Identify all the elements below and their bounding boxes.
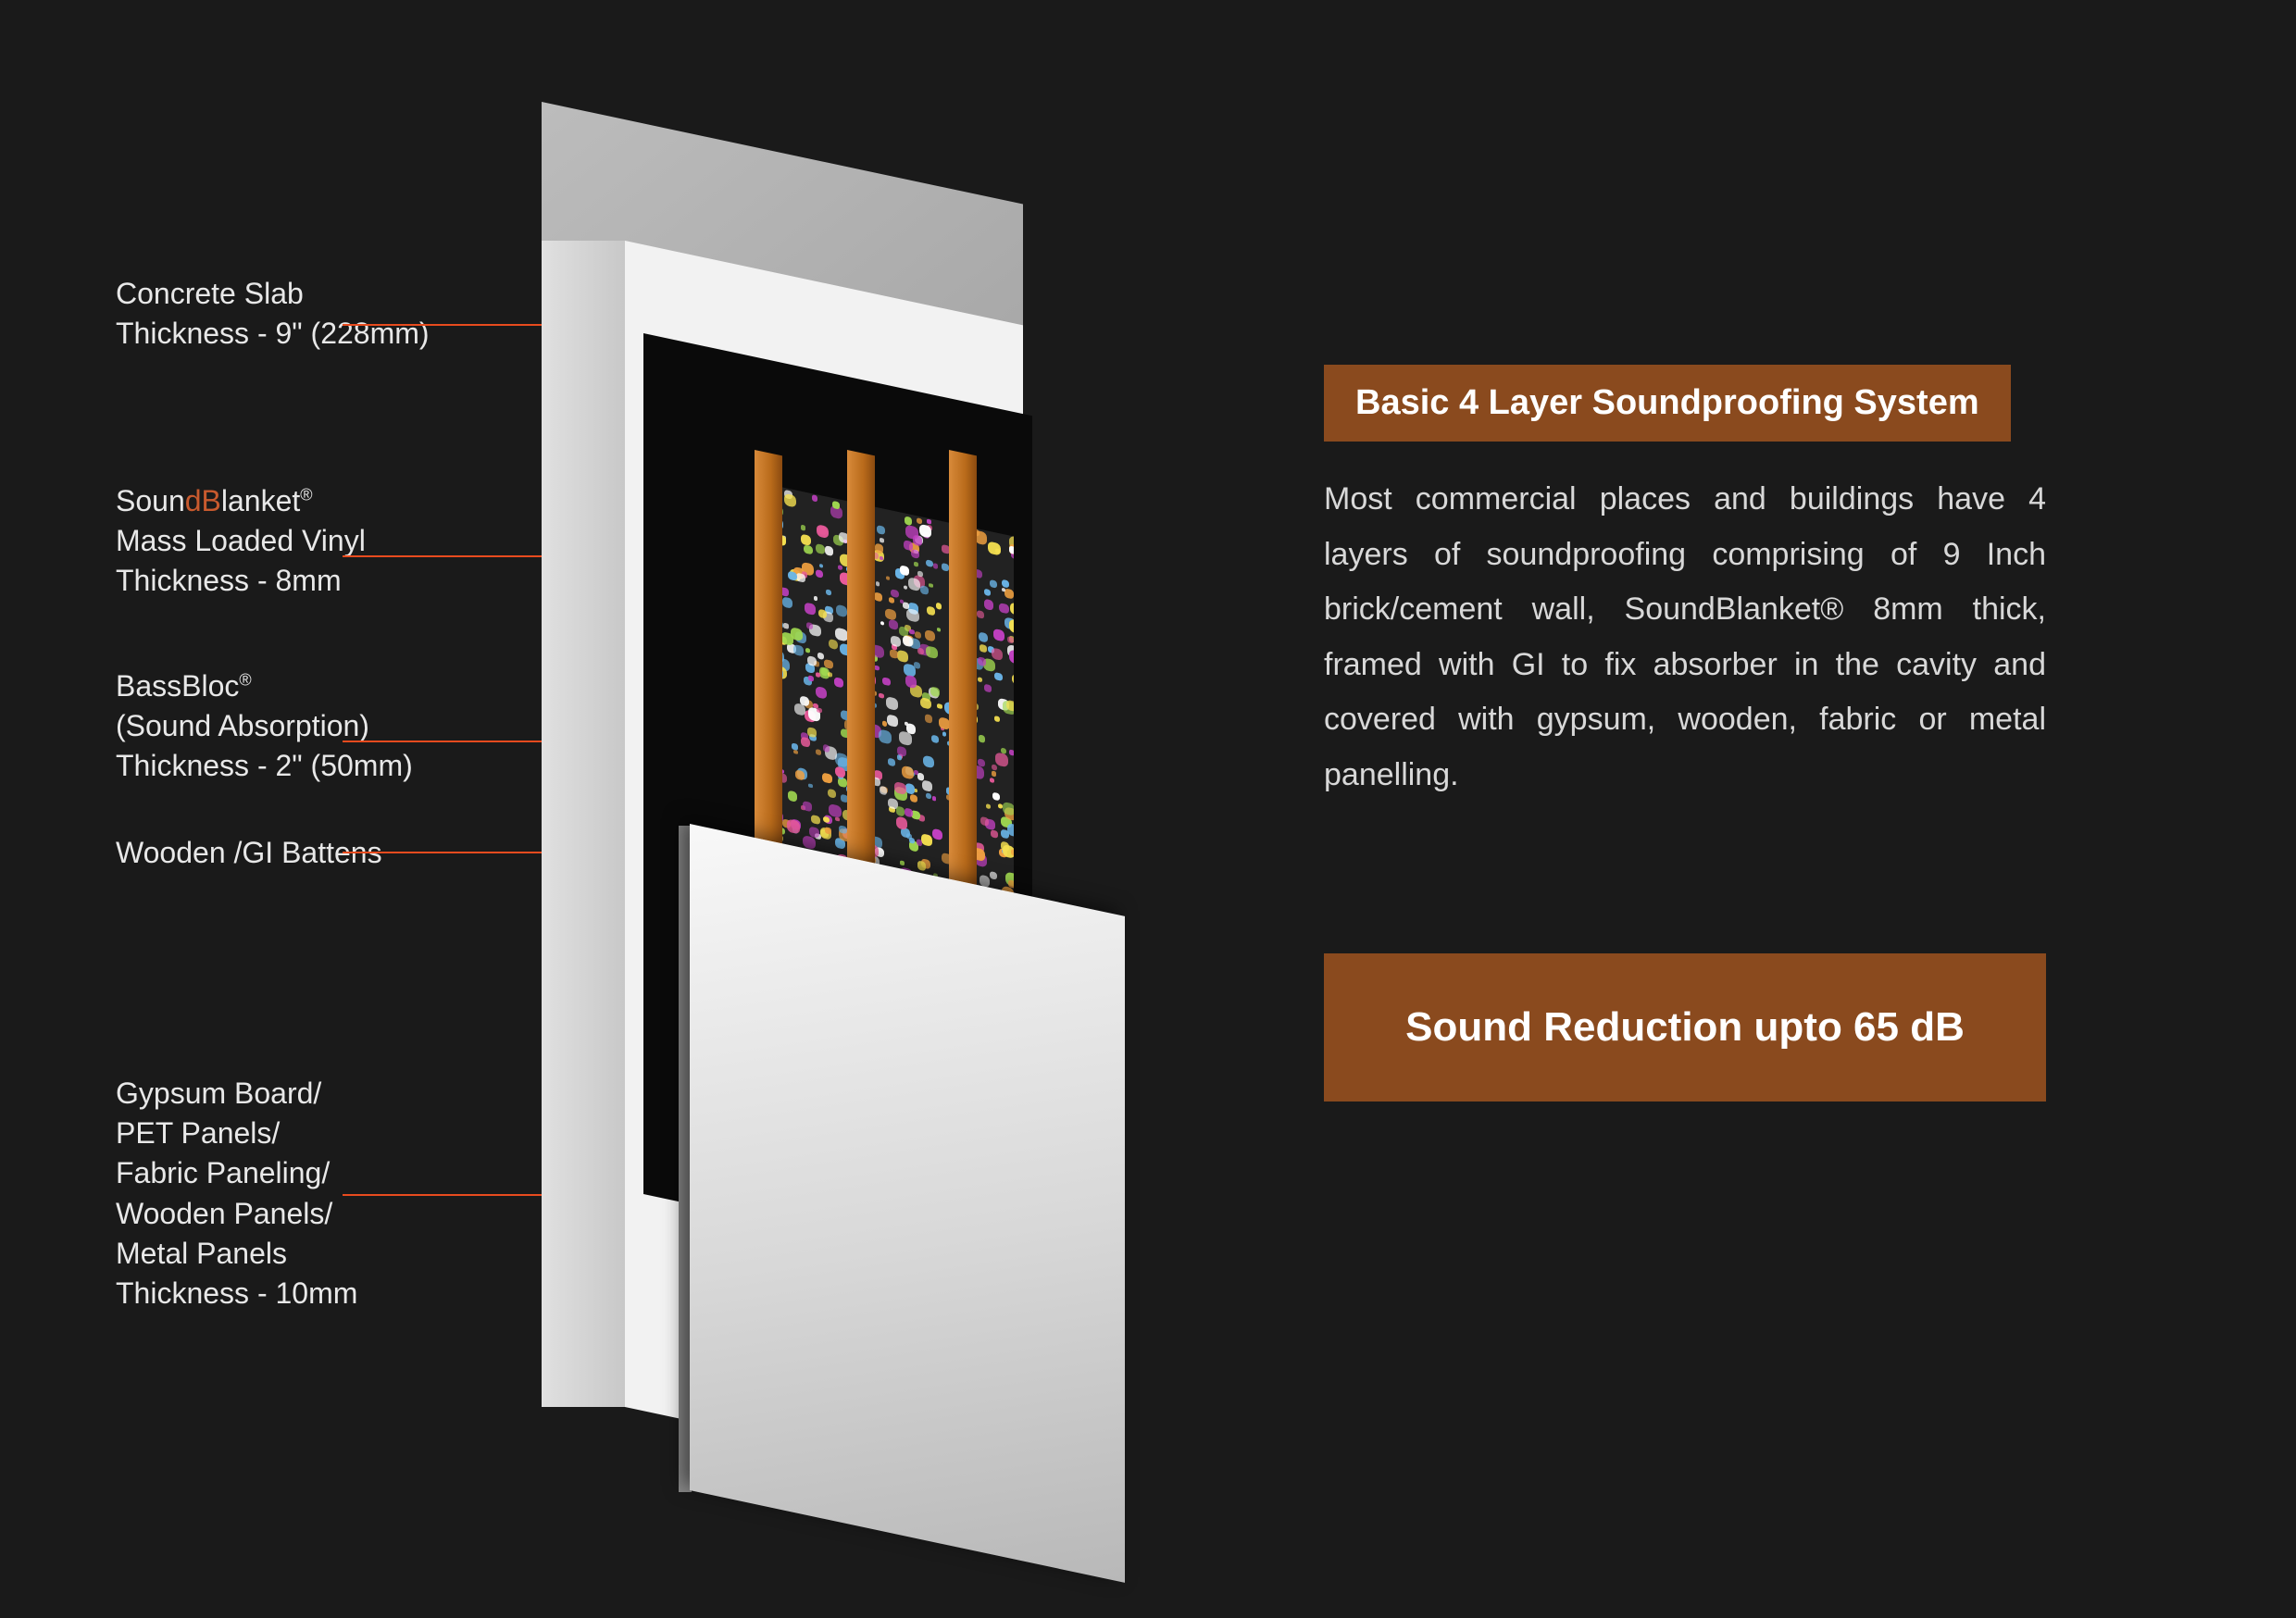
wall-diagram [542, 102, 1116, 1546]
label-bassbloc-line3: Thickness - 2" (50mm) [116, 746, 413, 786]
label-panel-l2: PET Panels/ [116, 1114, 357, 1153]
label-panel: Gypsum Board/ PET Panels/ Fabric Panelin… [116, 1074, 357, 1313]
label-bassbloc: BassBloc® (Sound Absorption) Thickness -… [116, 666, 413, 787]
label-panel-l6: Thickness - 10mm [116, 1274, 357, 1313]
title-text: Basic 4 Layer Soundproofing System [1355, 383, 1979, 422]
slab-front-face [542, 241, 625, 1407]
label-panel-l4: Wooden Panels/ [116, 1194, 357, 1234]
label-concrete-thickness: Thickness - 9" (228mm) [116, 314, 430, 354]
description-text: Most commercial places and buildings hav… [1324, 472, 2046, 803]
label-panel-l3: Fabric Paneling/ [116, 1153, 357, 1193]
label-vinyl-brand: SoundBlanket® [116, 481, 366, 521]
result-box: Sound Reduction upto 65 dB [1324, 953, 2046, 1101]
label-panel-l1: Gypsum Board/ [116, 1074, 357, 1114]
result-text: Sound Reduction upto 65 dB [1405, 1004, 1965, 1051]
front-panel [690, 824, 1125, 1583]
title-box: Basic 4 Layer Soundproofing System [1324, 365, 2011, 442]
label-vinyl-line3: Thickness - 8mm [116, 561, 366, 601]
label-panel-l5: Metal Panels [116, 1234, 357, 1274]
label-concrete: Concrete Slab Thickness - 9" (228mm) [116, 274, 430, 354]
label-vinyl-line2: Mass Loaded Vinyl [116, 521, 366, 561]
label-concrete-title: Concrete Slab [116, 274, 430, 314]
label-vinyl: SoundBlanket® Mass Loaded Vinyl Thicknes… [116, 481, 366, 602]
label-bassbloc-brand: BassBloc® [116, 666, 413, 706]
